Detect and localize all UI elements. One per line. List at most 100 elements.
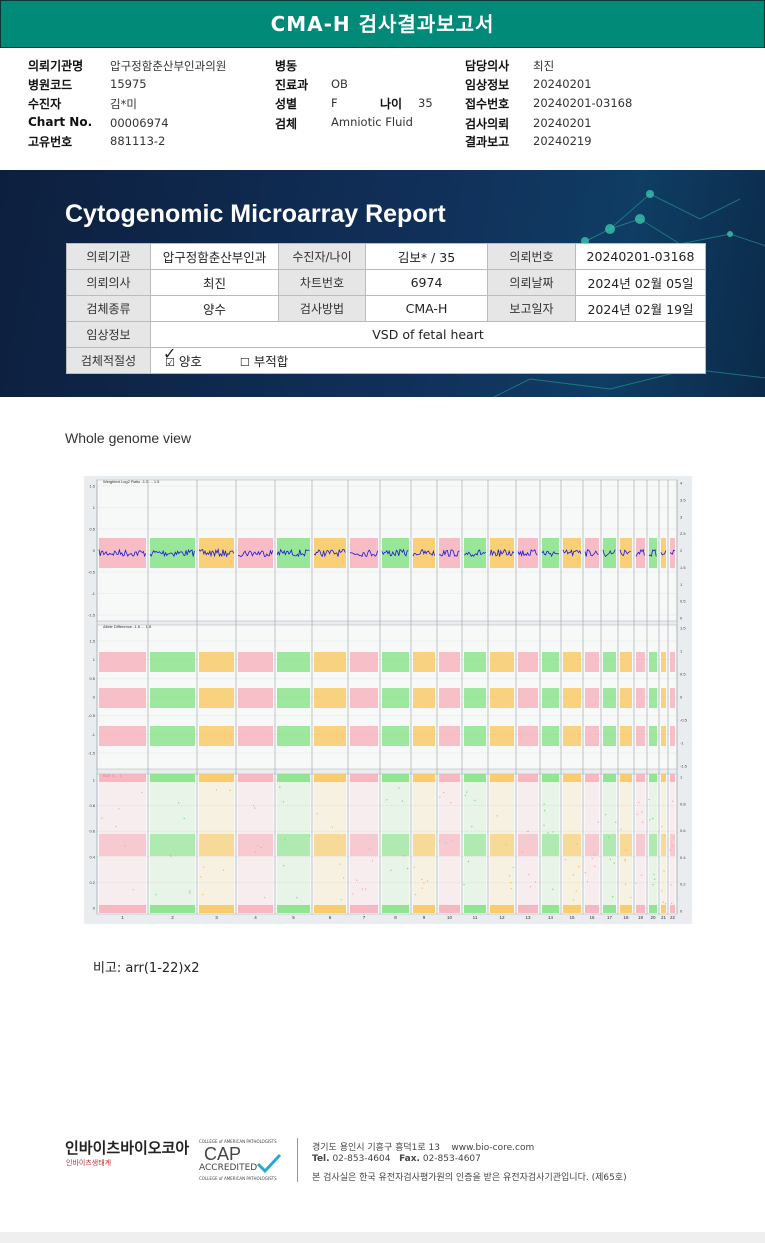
contact: Tel. 02-853-4604 Fax. 02-853-4607	[312, 1154, 481, 1164]
right-tick-label: 0.4	[680, 855, 686, 860]
info-value: 김*미	[110, 97, 137, 111]
chromosome-label: 12	[499, 915, 505, 920]
baf-dot	[398, 787, 400, 789]
baf-dot	[597, 821, 600, 823]
baf-band	[490, 905, 514, 913]
baf-dot	[200, 876, 202, 878]
right-tick-label: 2	[680, 548, 683, 553]
baf-band	[603, 905, 616, 913]
allele-band	[542, 726, 559, 746]
allele-band	[585, 652, 599, 672]
baf-dot	[609, 858, 612, 861]
allele-band	[199, 652, 234, 672]
baf-dot	[611, 896, 614, 898]
baf-band	[382, 905, 409, 913]
chromosome-label: 4	[254, 915, 257, 920]
left-tick-label: 1	[93, 778, 96, 783]
left-tick-label: -1.5	[88, 751, 96, 756]
baf-dot	[450, 802, 452, 804]
left-tick-label: 1	[93, 505, 96, 510]
baf-dot	[649, 819, 651, 821]
allele-band	[99, 652, 146, 672]
section-title: Whole genome view	[65, 430, 192, 446]
left-tick-label: 1.5	[89, 484, 95, 489]
baf-band	[661, 774, 666, 782]
baf-scatter	[199, 782, 234, 906]
baf-dot	[496, 815, 498, 817]
table-cell: 20240201-03168	[575, 243, 706, 270]
baf-dot	[673, 836, 675, 838]
allele-band	[585, 726, 599, 746]
signal-trace	[584, 549, 599, 557]
right-tick-label: 1.5	[680, 626, 686, 631]
baf-dot	[613, 862, 615, 864]
baf-band	[99, 834, 146, 856]
baf-dot	[401, 800, 403, 802]
allele-band	[649, 652, 657, 672]
allele-band	[99, 726, 146, 746]
baf-band	[238, 834, 273, 856]
baf-band	[649, 834, 657, 856]
baf-dot	[254, 851, 257, 853]
table-row: 의뢰의사 최진 차트번호 6974 의뢰날짜 2024년 02월 05일	[66, 269, 706, 296]
baf-dot	[101, 817, 103, 819]
right-tick-label: 3	[680, 514, 683, 519]
allele-band	[350, 726, 378, 746]
baf-band	[150, 774, 195, 782]
baf-dot	[527, 830, 530, 832]
left-tick-label: 0.5	[89, 676, 95, 681]
baf-dot	[648, 798, 650, 801]
checkbox-checked: ☑ ✓	[163, 344, 177, 369]
baf-dot	[229, 789, 231, 792]
allele-band	[382, 652, 409, 672]
baf-dot	[471, 825, 473, 828]
baf-scatter	[464, 782, 486, 906]
baf-dot	[614, 821, 617, 824]
baf-dot	[526, 830, 528, 833]
baf-dot	[279, 786, 281, 788]
signal-trace	[349, 549, 378, 558]
signal-trace	[276, 548, 310, 558]
signal-band	[661, 538, 666, 568]
allele-band	[542, 688, 559, 708]
left-tick-label: 0	[93, 548, 96, 553]
right-tick-label: 0.8	[680, 801, 686, 806]
signal-band	[649, 538, 657, 568]
info-label: 병동	[275, 59, 298, 73]
baf-band	[99, 774, 146, 782]
baf-dot	[604, 813, 607, 816]
tel-label: Tel.	[312, 1154, 330, 1164]
baf-dot	[635, 882, 637, 885]
baf-dot	[413, 866, 415, 869]
baf-band	[314, 834, 346, 856]
baf-dot	[169, 855, 172, 857]
allele-band	[199, 688, 234, 708]
allele-band	[490, 726, 514, 746]
table-cell: 압구정함춘산부인과	[150, 243, 279, 270]
banner-decoration	[493, 190, 765, 397]
header-bar: CMA-H 검사결과보고서	[0, 0, 765, 48]
baf-dot	[264, 896, 266, 899]
signal-trace	[517, 548, 538, 557]
baf-band	[314, 774, 346, 782]
baf-dot	[652, 817, 654, 820]
baf-band	[620, 834, 632, 856]
baf-band	[350, 774, 378, 782]
baf-dot	[508, 875, 511, 877]
table-header: 임상정보	[66, 321, 151, 348]
right-tick-label: -1	[680, 741, 684, 746]
info-label: Chart No.	[28, 115, 93, 129]
table-cell: 2024년 02월 05일	[575, 269, 706, 296]
baf-dot	[664, 903, 667, 905]
network-node	[646, 190, 655, 198]
chromosome-label: 18	[623, 915, 629, 920]
company-name: 인바이츠바이오코아	[65, 1139, 190, 1157]
right-tick-label: 1	[680, 775, 683, 780]
allele-band	[518, 726, 538, 746]
left-tick-label: 0.2	[89, 880, 95, 885]
baf-dot	[155, 894, 157, 896]
baf-dot	[115, 825, 117, 828]
baf-dot	[528, 873, 530, 876]
baf-band	[670, 834, 675, 856]
